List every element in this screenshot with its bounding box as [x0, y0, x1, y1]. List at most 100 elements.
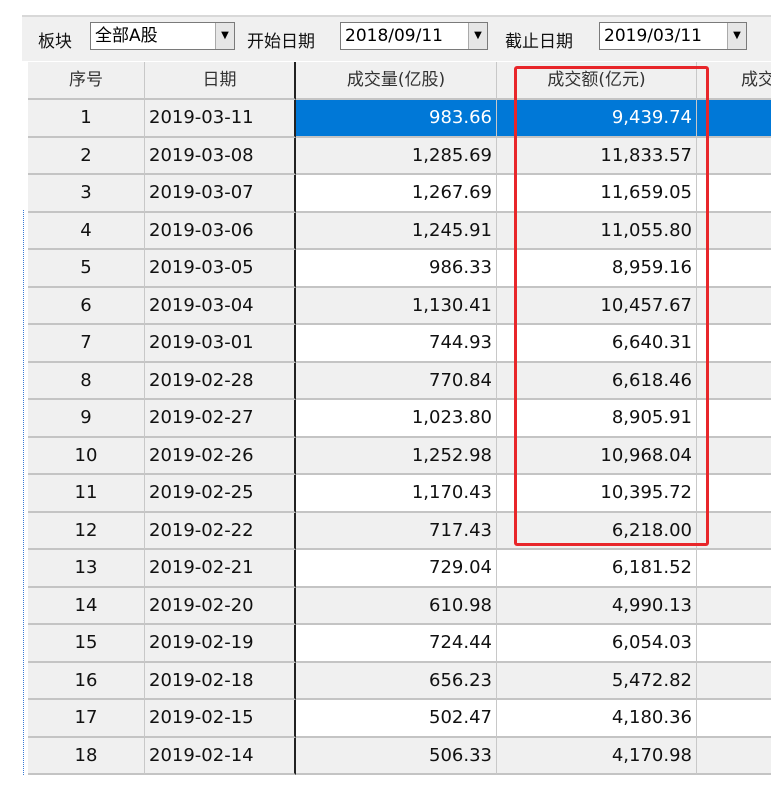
row-turnover: 11,833.57 [497, 137, 697, 175]
chevron-down-icon[interactable]: ▼ [468, 23, 487, 49]
row-date: 2019-03-08 [145, 137, 296, 175]
row-volume: 986.33 [296, 250, 497, 288]
row-volume: 983.66 [296, 100, 497, 138]
row-index: 5 [28, 250, 145, 288]
chevron-down-icon[interactable]: ▼ [215, 23, 234, 49]
row-date: 2019-02-22 [145, 512, 296, 550]
sector-value: 全部A股 [95, 26, 158, 46]
filter-toolbar: 板块 全部A股 ▼ 开始日期 2018/09/11 ▼ 截止日期 2019/03/1… [22, 17, 771, 61]
sector-label: 板块 [38, 32, 72, 52]
row-more [697, 362, 771, 400]
column-header-more[interactable]: 成交 [697, 62, 771, 100]
row-turnover: 4,170.98 [497, 737, 697, 775]
row-date: 2019-03-01 [145, 325, 296, 363]
row-turnover: 6,640.31 [497, 325, 697, 363]
table-row[interactable]: 7 2019-03-01 744.93 6,640.31 [28, 325, 771, 363]
table-row[interactable]: 8 2019-02-28 770.84 6,618.46 [28, 362, 771, 400]
row-volume: 502.47 [296, 700, 497, 738]
start-date-picker[interactable]: 2018/09/11 ▼ [340, 22, 488, 50]
row-index: 16 [28, 662, 145, 700]
row-more [697, 512, 771, 550]
row-turnover: 6,181.52 [497, 550, 697, 588]
row-volume: 656.23 [296, 662, 497, 700]
table-row[interactable]: 2 2019-03-08 1,285.69 11,833.57 [28, 137, 771, 175]
row-volume: 1,285.69 [296, 137, 497, 175]
row-more [697, 475, 771, 513]
row-volume: 1,170.43 [296, 475, 497, 513]
row-date: 2019-02-14 [145, 737, 296, 775]
table-row[interactable]: 15 2019-02-19 724.44 6,054.03 [28, 625, 771, 663]
row-turnover: 4,180.36 [497, 700, 697, 738]
row-more [697, 137, 771, 175]
row-turnover: 5,472.82 [497, 662, 697, 700]
row-index: 15 [28, 625, 145, 663]
row-index: 13 [28, 550, 145, 588]
table-row[interactable]: 6 2019-03-04 1,130.41 10,457.67 [28, 287, 771, 325]
table-row[interactable]: 17 2019-02-15 502.47 4,180.36 [28, 700, 771, 738]
row-index: 4 [28, 212, 145, 250]
column-header-date[interactable]: 日期 [145, 62, 296, 100]
row-volume: 1,252.98 [296, 437, 497, 475]
table-row[interactable]: 16 2019-02-18 656.23 5,472.82 [28, 662, 771, 700]
end-date-label: 截止日期 [505, 32, 573, 52]
row-date: 2019-03-07 [145, 175, 296, 213]
row-volume: 744.93 [296, 325, 497, 363]
table-row[interactable]: 5 2019-03-05 986.33 8,959.16 [28, 250, 771, 288]
row-index: 7 [28, 325, 145, 363]
row-more [697, 325, 771, 363]
row-date: 2019-02-28 [145, 362, 296, 400]
column-header-turnover[interactable]: 成交额(亿元) [497, 62, 697, 100]
row-index: 17 [28, 700, 145, 738]
row-more [697, 287, 771, 325]
chevron-down-icon[interactable]: ▼ [727, 23, 746, 49]
row-date: 2019-02-27 [145, 400, 296, 438]
row-turnover: 11,055.80 [497, 212, 697, 250]
row-index: 6 [28, 287, 145, 325]
row-turnover: 6,218.00 [497, 512, 697, 550]
row-date: 2019-02-15 [145, 700, 296, 738]
column-header-volume[interactable]: 成交量(亿股) [296, 62, 497, 100]
row-turnover: 8,905.91 [497, 400, 697, 438]
table-row[interactable]: 13 2019-02-21 729.04 6,181.52 [28, 550, 771, 588]
row-volume: 1,130.41 [296, 287, 497, 325]
table-row[interactable]: 14 2019-02-20 610.98 4,990.13 [28, 587, 771, 625]
row-volume: 729.04 [296, 550, 497, 588]
row-turnover: 10,968.04 [497, 437, 697, 475]
table-row[interactable]: 10 2019-02-26 1,252.98 10,968.04 [28, 437, 771, 475]
row-index: 2 [28, 137, 145, 175]
row-index: 1 [28, 100, 145, 138]
row-turnover: 9,439.74 [497, 100, 697, 138]
row-more [697, 587, 771, 625]
row-more [697, 250, 771, 288]
row-volume: 610.98 [296, 587, 497, 625]
table-row[interactable]: 11 2019-02-25 1,170.43 10,395.72 [28, 475, 771, 513]
row-date: 2019-02-19 [145, 625, 296, 663]
table-row[interactable]: 18 2019-02-14 506.33 4,170.98 [28, 737, 771, 775]
table-row[interactable]: 9 2019-02-27 1,023.80 8,905.91 [28, 400, 771, 438]
row-date: 2019-02-26 [145, 437, 296, 475]
row-turnover: 11,659.05 [497, 175, 697, 213]
divider [22, 15, 771, 17]
end-date-picker[interactable]: 2019/03/11 ▼ [599, 22, 747, 50]
row-index: 11 [28, 475, 145, 513]
row-index: 10 [28, 437, 145, 475]
row-volume: 770.84 [296, 362, 497, 400]
sector-select[interactable]: 全部A股 ▼ [90, 22, 235, 50]
row-date: 2019-02-21 [145, 550, 296, 588]
row-volume: 1,023.80 [296, 400, 497, 438]
row-more [697, 212, 771, 250]
row-turnover: 6,054.03 [497, 625, 697, 663]
row-more [697, 400, 771, 438]
focus-indicator [23, 210, 24, 775]
row-volume: 506.33 [296, 737, 497, 775]
row-index: 18 [28, 737, 145, 775]
table-row[interactable]: 3 2019-03-07 1,267.69 11,659.05 [28, 175, 771, 213]
table-row[interactable]: 4 2019-03-06 1,245.91 11,055.80 [28, 212, 771, 250]
column-header-index[interactable]: 序号 [28, 62, 145, 100]
row-more [697, 625, 771, 663]
table-row[interactable]: 12 2019-02-22 717.43 6,218.00 [28, 512, 771, 550]
row-date: 2019-02-20 [145, 587, 296, 625]
row-more [697, 700, 771, 738]
row-more [697, 550, 771, 588]
table-row[interactable]: 1 2019-03-11 983.66 9,439.74 [28, 100, 771, 138]
